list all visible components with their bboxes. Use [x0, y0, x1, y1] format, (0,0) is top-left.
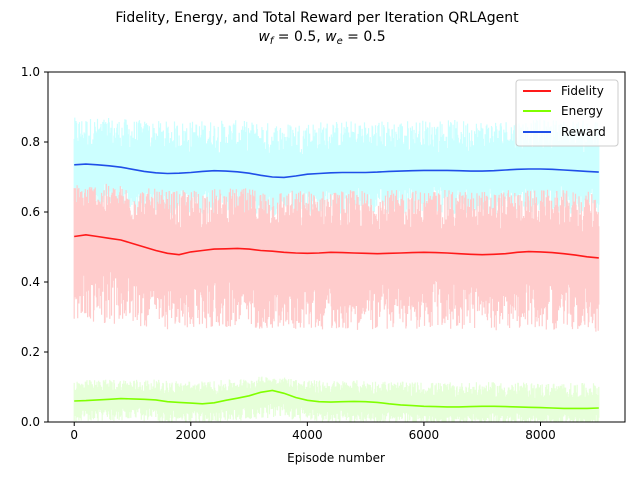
- legend-label-reward: Reward: [561, 125, 606, 139]
- axes: 0 2000 4000 6000 8000 0.0 0.2 0.4 0.6 0.8 1.0: [21, 65, 626, 442]
- x-axis-label: Episode number: [287, 451, 385, 465]
- wf-symbol: w: [258, 29, 270, 45]
- legend-label-energy: Energy: [561, 104, 603, 118]
- wf-value: = 0.5,: [273, 29, 325, 45]
- x-tick-label: 8000: [525, 428, 556, 442]
- raw-band-fidelity: [73, 183, 600, 332]
- series-line-fidelity: [74, 233, 599, 259]
- chart-title-line-1: Fidelity, Energy, and Total Reward per I…: [115, 10, 519, 26]
- y-tick-label: 0.6: [21, 205, 40, 219]
- raw-trace-fidelity: [73, 183, 600, 332]
- y-tick-label: 0.2: [21, 345, 40, 359]
- wf-subscript: f: [270, 36, 275, 47]
- y-tick-label: 0.0: [21, 415, 40, 429]
- y-tick-label: 0.4: [21, 275, 40, 289]
- x-tick-label: 2000: [176, 428, 207, 442]
- x-tick-label: 4000: [292, 428, 323, 442]
- x-tick-label: 0: [70, 428, 78, 442]
- x-tick-label: 6000: [409, 428, 440, 442]
- series-line-energy: [74, 389, 599, 410]
- chart-title-line-2: wf = 0.5, we = 0.5: [258, 29, 385, 47]
- legend-frame: [515, 79, 619, 147]
- we-symbol: w: [325, 29, 337, 45]
- y-tick-label: 0.8: [21, 135, 40, 149]
- legend: Fidelity Energy Reward: [515, 79, 619, 147]
- axes-frame: [47, 71, 626, 423]
- series-line-reward: [74, 163, 599, 179]
- we-subscript: e: [337, 36, 343, 47]
- we-value: = 0.5: [343, 29, 386, 45]
- y-tick-label: 1.0: [21, 65, 40, 79]
- plot-area: [73, 117, 600, 422]
- legend-label-fidelity: Fidelity: [561, 84, 604, 98]
